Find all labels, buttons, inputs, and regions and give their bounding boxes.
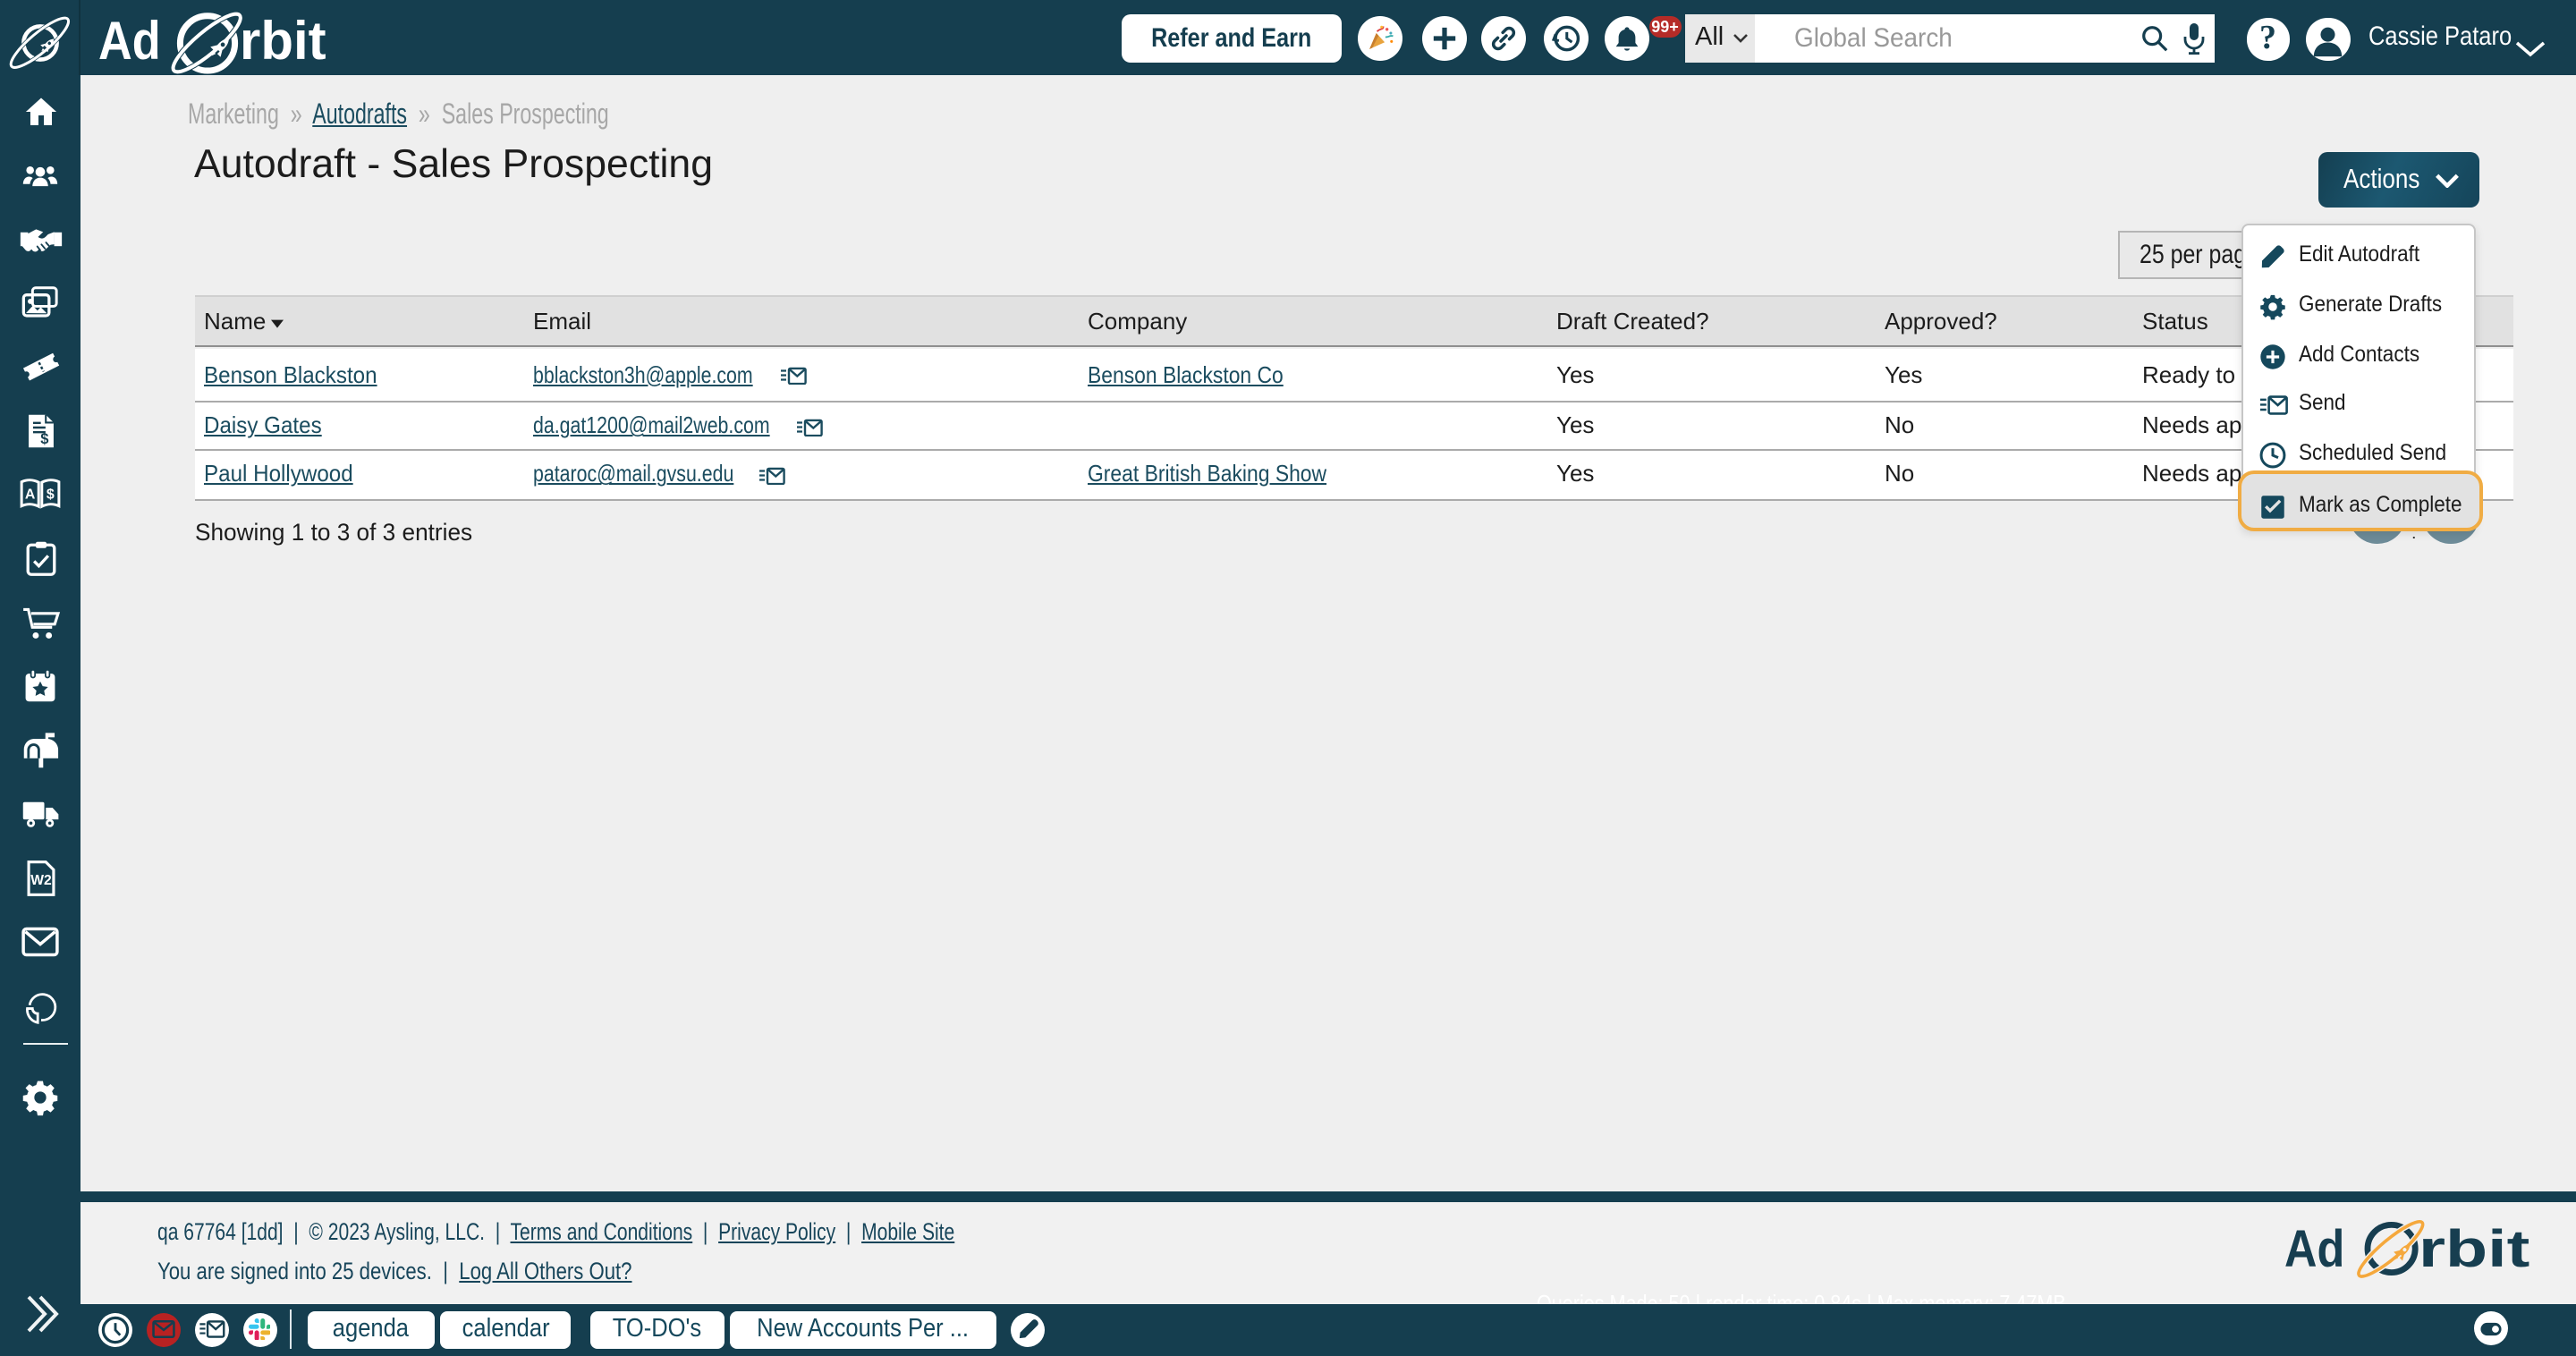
svg-text:$: $ — [47, 487, 55, 502]
svg-text:$: $ — [39, 430, 47, 447]
svg-text:A: A — [25, 487, 36, 502]
svg-text:W2: W2 — [30, 873, 51, 888]
